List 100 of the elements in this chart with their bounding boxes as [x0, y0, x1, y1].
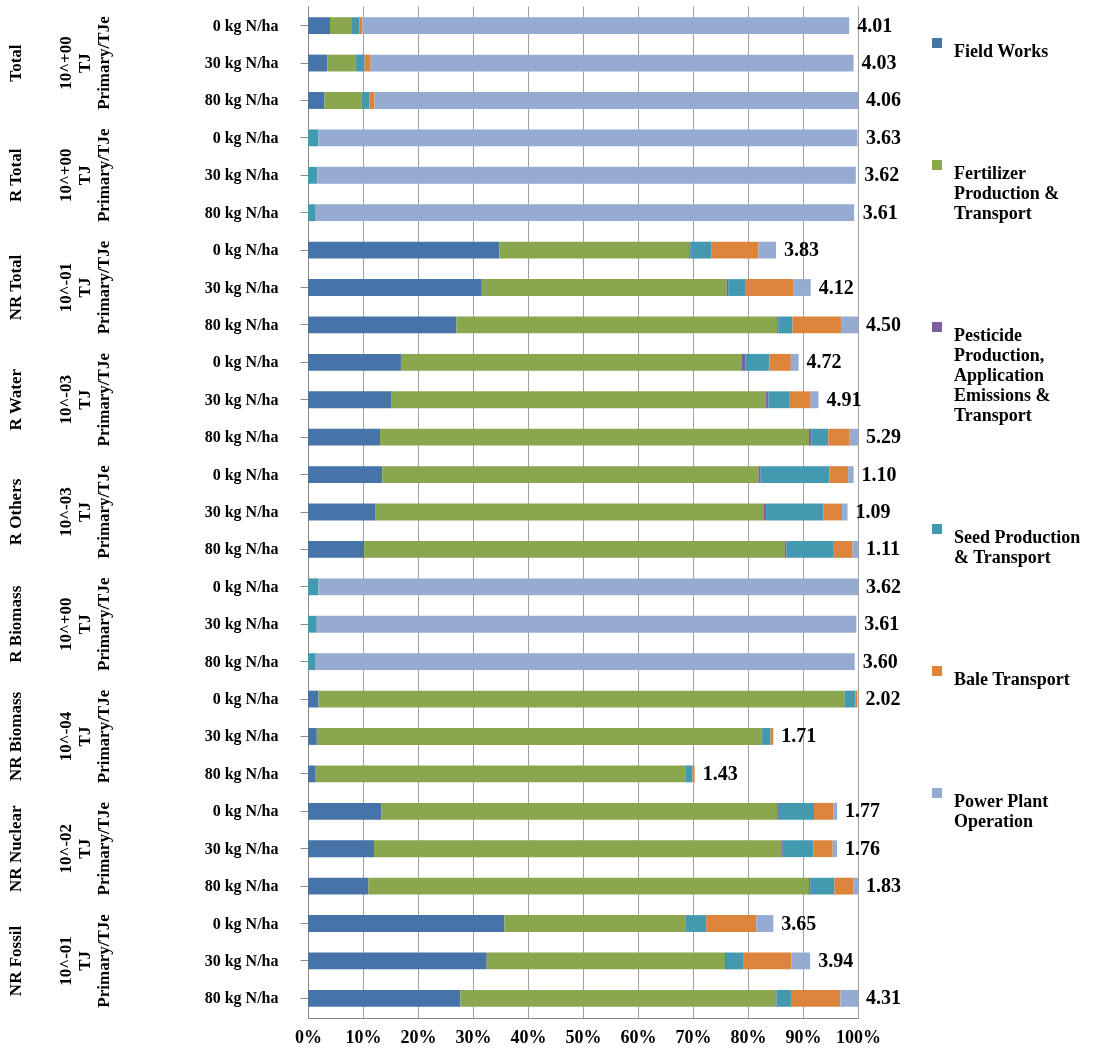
bar [382, 466, 759, 484]
x-tick-label: 50% [565, 1026, 602, 1047]
text: R Biomass [6, 585, 25, 663]
text: 10^+00 TJ Primary/TJe [56, 15, 113, 110]
legend-label: Power Plant Operation [954, 791, 1049, 831]
y-tick-label: 80 kg N/ha [204, 989, 279, 1008]
y-tick-label: 80 kg N/ha [204, 315, 279, 334]
legend-label: Field Works [954, 41, 1049, 61]
y-tick-label: 0 kg N/ha [212, 577, 279, 596]
text: 10^-01 TJ Primary/TJe [56, 913, 113, 1008]
annotation: 3.63 [866, 125, 901, 148]
bar [308, 129, 319, 147]
x-tick-label: 40% [510, 1026, 547, 1047]
bar [308, 279, 482, 296]
annotation: 1.10 [861, 462, 897, 485]
text: Total [6, 44, 25, 82]
annotation: 1.83 [866, 874, 901, 897]
annotation: 3.61 [862, 200, 898, 223]
y-tick-label: 0 kg N/ha [212, 16, 279, 35]
text: R Total [6, 148, 25, 202]
bar [790, 989, 841, 1007]
text: 10^-02 TJ Primary/TJe [56, 801, 113, 896]
bar [848, 466, 854, 484]
bar [711, 241, 759, 259]
bar [308, 54, 328, 72]
bar [308, 316, 457, 334]
y-tick-label: 30 kg N/ha [204, 615, 279, 634]
annotation: 4.06 [866, 88, 901, 111]
bar [766, 391, 769, 409]
bar [361, 92, 370, 109]
annotation: 4.12 [818, 275, 854, 298]
bar [486, 952, 725, 970]
bar [726, 952, 744, 970]
annotation: 4.31 [866, 986, 901, 1009]
annotation: 1.77 [845, 799, 881, 822]
y-tick-label: 0 kg N/ha [212, 465, 279, 484]
annotation: 1.76 [845, 836, 881, 859]
text: NR Biomass [6, 691, 25, 782]
bar [756, 915, 774, 932]
legend-label: Fertilizer Production & Transport [954, 163, 1060, 223]
bar [811, 428, 829, 446]
bar [728, 279, 746, 296]
bar [778, 802, 814, 820]
bar [330, 17, 352, 35]
bar [852, 540, 858, 558]
legend-label: Pesticide Production, Application Emissions & Transport [954, 325, 1051, 425]
annotation: 3.62 [864, 163, 900, 186]
annotation: 3.61 [864, 612, 900, 635]
bar [308, 653, 316, 671]
text: NR Fossil [6, 925, 25, 997]
bar [692, 765, 695, 783]
legend-label: Seed Production & Transport [954, 527, 1081, 567]
y-tick-label: 80 kg N/ha [204, 91, 279, 110]
annotation: 4.03 [861, 51, 897, 74]
bar [840, 316, 858, 334]
bar [758, 241, 777, 259]
x-tick-label: 10% [345, 1026, 382, 1047]
bar [308, 391, 392, 409]
bar [316, 615, 857, 633]
bar [308, 578, 319, 596]
bar [369, 92, 375, 109]
bar [778, 316, 793, 334]
bar [327, 54, 356, 72]
bar [364, 54, 371, 72]
bar [504, 915, 686, 932]
x-tick-label: 60% [620, 1026, 657, 1047]
bar [375, 503, 764, 521]
bar [318, 129, 858, 147]
annotation: 5.29 [866, 425, 901, 448]
bar [789, 391, 811, 409]
bar [810, 877, 835, 895]
annotation: 4.72 [806, 350, 842, 373]
bar [380, 428, 810, 446]
bar [381, 802, 778, 820]
bar [761, 728, 771, 745]
bar [833, 802, 838, 820]
bar [834, 877, 854, 895]
x-tick-label: 80% [730, 1026, 767, 1047]
bar [352, 17, 360, 35]
annotation: 4.01 [857, 13, 893, 36]
bar [364, 540, 785, 558]
bar [743, 952, 792, 970]
bar [460, 989, 777, 1007]
x-tick-label: 100% [836, 1026, 881, 1047]
y-tick-label: 80 kg N/ha [204, 540, 279, 559]
bar [308, 503, 376, 521]
bar [832, 840, 838, 858]
bar [768, 391, 790, 409]
x-tick-label: 20% [400, 1026, 437, 1047]
bar [374, 92, 858, 109]
y-tick-label: 30 kg N/ha [204, 390, 279, 409]
y-tick-label: 80 kg N/ha [204, 203, 279, 222]
bar [690, 241, 712, 259]
bar [791, 952, 811, 970]
x-tick-label: 70% [675, 1026, 712, 1047]
annotation: 3.65 [781, 911, 817, 934]
bar [308, 915, 505, 932]
bar [308, 877, 369, 895]
bar [793, 279, 811, 296]
bar [706, 915, 757, 932]
